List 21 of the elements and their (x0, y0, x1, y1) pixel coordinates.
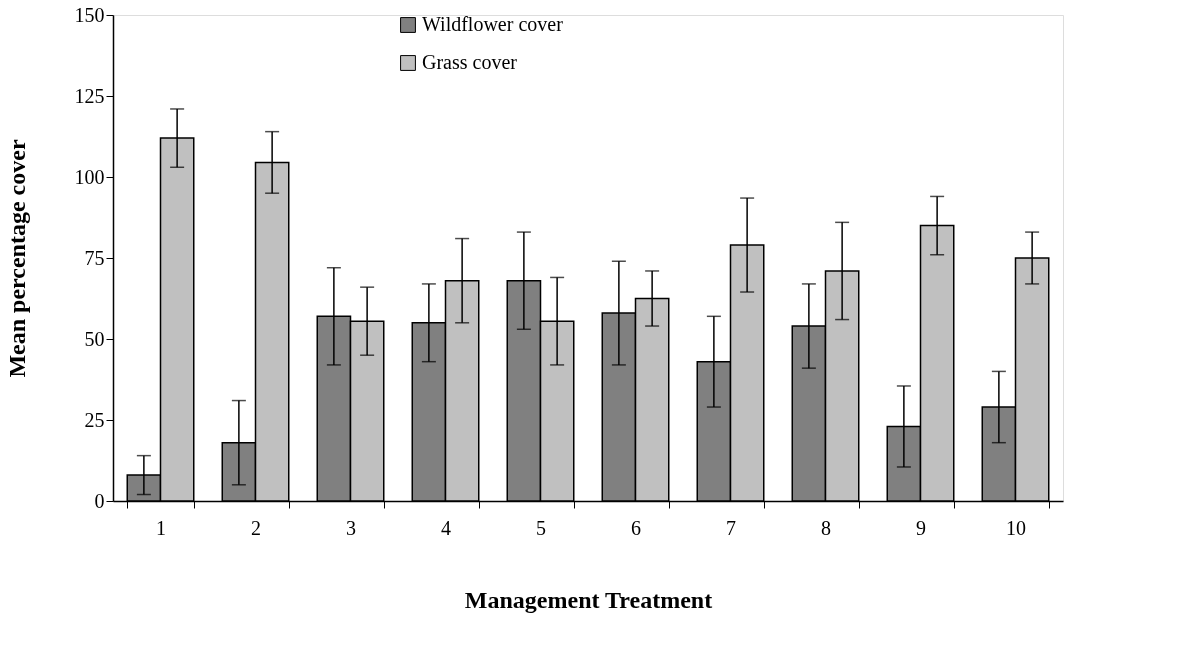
x-tick-label: 7 (726, 516, 736, 539)
x-tick-label: 2 (251, 516, 261, 539)
x-tick-label: 3 (346, 516, 356, 539)
legend-label: Wildflower cover (422, 13, 564, 35)
legend-label: Grass cover (422, 51, 518, 73)
y-tick-label: 50 (84, 327, 105, 350)
x-tick-label: 9 (916, 516, 926, 539)
y-tick-label: 125 (74, 84, 105, 107)
x-tick-label: 5 (536, 516, 546, 539)
x-tick-label: 10 (1006, 516, 1026, 539)
x-tick-label: 8 (821, 516, 831, 539)
y-tick-label: 25 (84, 408, 105, 431)
y-axis-title: Mean percentage cover (3, 139, 30, 378)
x-axis-title: Management Treatment (464, 586, 713, 613)
x-tick-label: 6 (631, 516, 641, 539)
x-tick-label: 1 (156, 516, 166, 539)
y-tick-label: 100 (74, 165, 105, 188)
y-tick-label: 75 (84, 246, 105, 269)
x-tick-label: 4 (441, 516, 451, 539)
y-tick-label: 150 (74, 3, 105, 26)
y-tick-label: 0 (94, 489, 105, 512)
